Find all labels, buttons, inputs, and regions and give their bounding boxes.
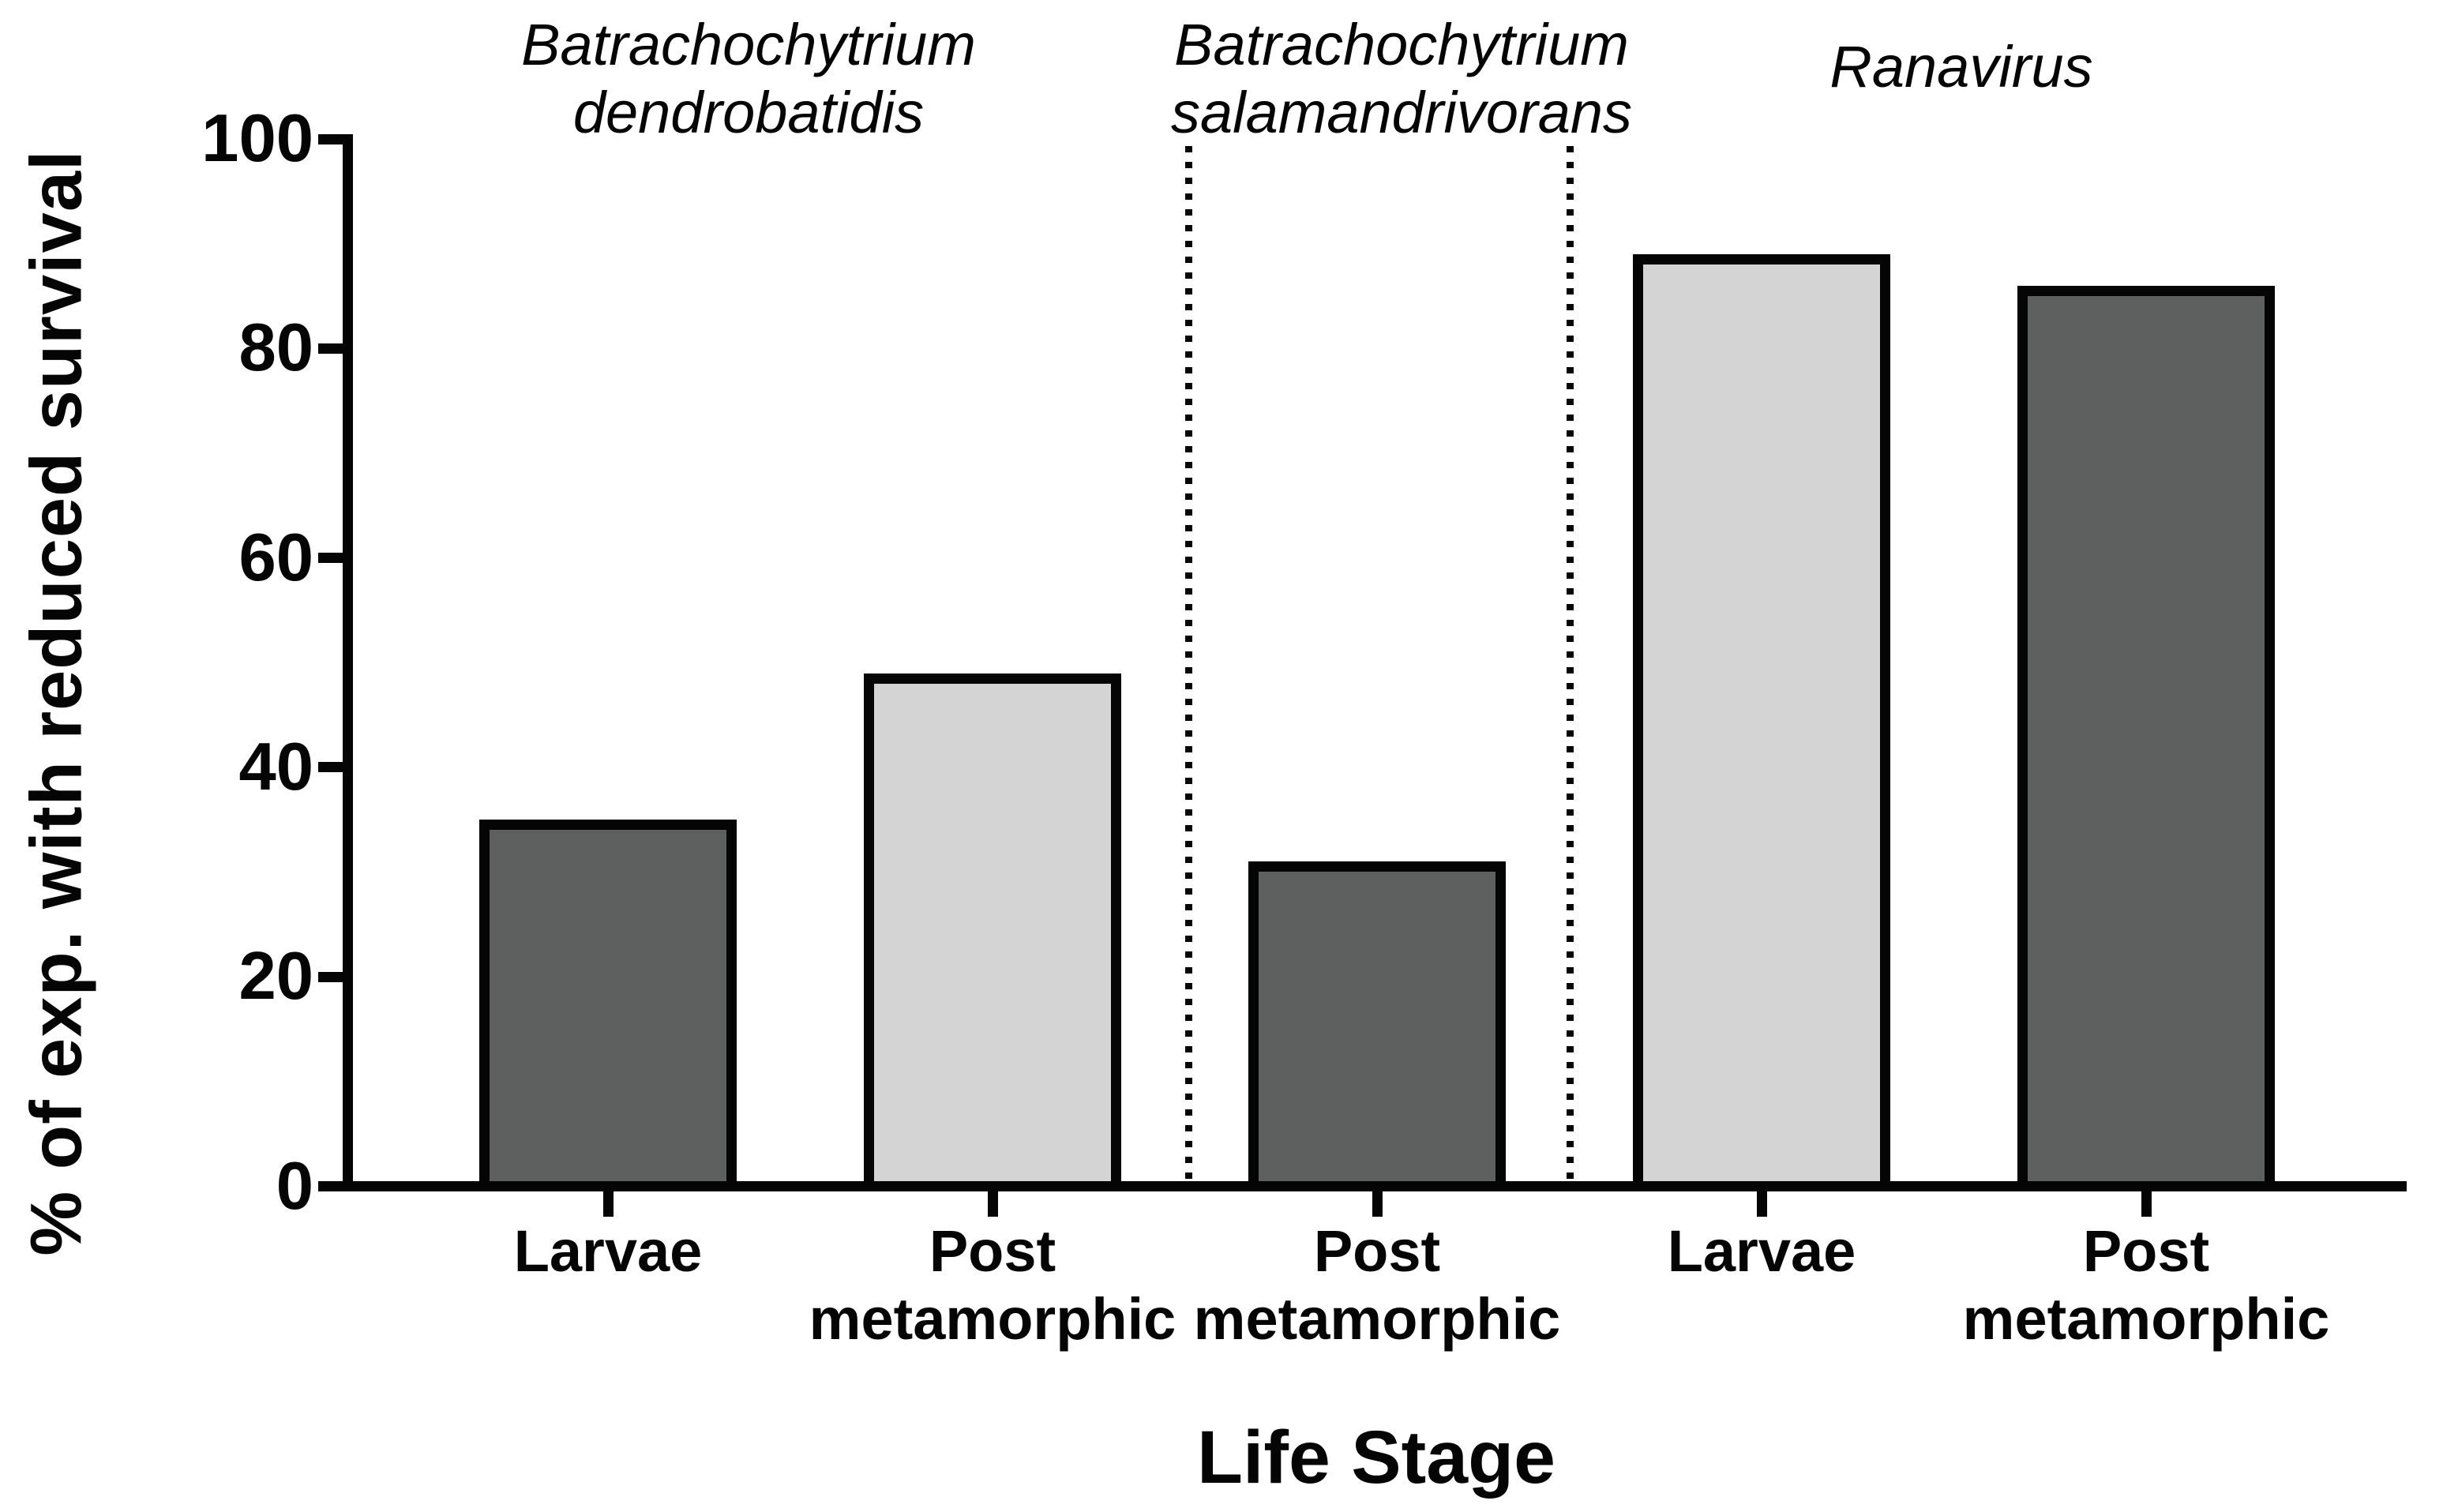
group-label-line: Batrachochytrium xyxy=(1174,12,1629,77)
x-category-label-line: metamorphic xyxy=(809,1286,1176,1352)
x-tick-1 xyxy=(602,1191,614,1217)
y-tick-80 xyxy=(318,343,353,354)
group-label-ranavirus: Ranavirus xyxy=(1646,33,2277,101)
x-category-label-1: Larvae xyxy=(403,1217,813,1285)
x-category-label-line: Larvae xyxy=(1667,1218,1856,1284)
x-tick-4 xyxy=(1756,1191,1767,1217)
y-tick-label-60: 60 xyxy=(238,520,313,595)
x-category-label-2: Post metamorphic xyxy=(787,1217,1198,1353)
x-category-label-5: Post metamorphic xyxy=(1941,1217,2351,1353)
x-category-label-line: Post xyxy=(2082,1218,2210,1284)
y-tick-label-20: 20 xyxy=(238,939,313,1015)
y-tick-label-80: 80 xyxy=(238,310,313,386)
x-category-label-line: metamorphic xyxy=(1193,1286,1561,1352)
group-separator-line xyxy=(1567,146,1574,1181)
y-tick-label-0: 0 xyxy=(276,1148,313,1224)
x-tick-3 xyxy=(1372,1191,1383,1217)
y-tick-100 xyxy=(318,133,353,144)
group-label-batrachochytrium-dendrobatidis: Batrachochytrium dendrobatidis xyxy=(433,11,1064,147)
x-tick-5 xyxy=(2141,1191,2152,1217)
x-category-label-4: Larvae xyxy=(1556,1217,1967,1285)
x-category-label-3: Post metamorphic xyxy=(1172,1217,1582,1353)
group-label-line: dendrobatidis xyxy=(572,80,925,145)
group-label-batrachochytrium-salamandrivorans: Batrachochytrium salamandrivorans xyxy=(1086,11,1717,147)
group-label-line: salamandrivorans xyxy=(1170,80,1633,145)
x-category-label-line: Larvae xyxy=(513,1218,703,1284)
y-tick-40 xyxy=(318,762,353,773)
y-tick-20 xyxy=(318,971,353,982)
y-axis-line xyxy=(343,134,353,1191)
y-tick-60 xyxy=(318,553,353,564)
x-tick-2 xyxy=(987,1191,998,1217)
x-category-label-line: Post xyxy=(929,1218,1056,1284)
x-category-label-line: metamorphic xyxy=(1962,1286,2330,1352)
bar-larvae-1 xyxy=(479,820,737,1191)
group-separator-line xyxy=(1185,146,1192,1181)
bar-larvae-4 xyxy=(1633,253,1890,1191)
bar-post-metamorphic-2 xyxy=(864,673,1121,1191)
y-tick-0 xyxy=(318,1181,353,1191)
group-label-line: Batrachochytrium xyxy=(521,12,976,77)
y-tick-label-100: 100 xyxy=(201,101,313,176)
x-category-label-line: Post xyxy=(1313,1218,1441,1284)
x-axis-title: Life Stage xyxy=(1197,1416,1555,1499)
bar-post-metamorphic-5 xyxy=(2017,285,2275,1191)
y-tick-label-40: 40 xyxy=(238,729,313,805)
group-label-line: Ranavirus xyxy=(1829,34,2093,99)
bar-post-metamorphic-3 xyxy=(1248,861,1506,1191)
